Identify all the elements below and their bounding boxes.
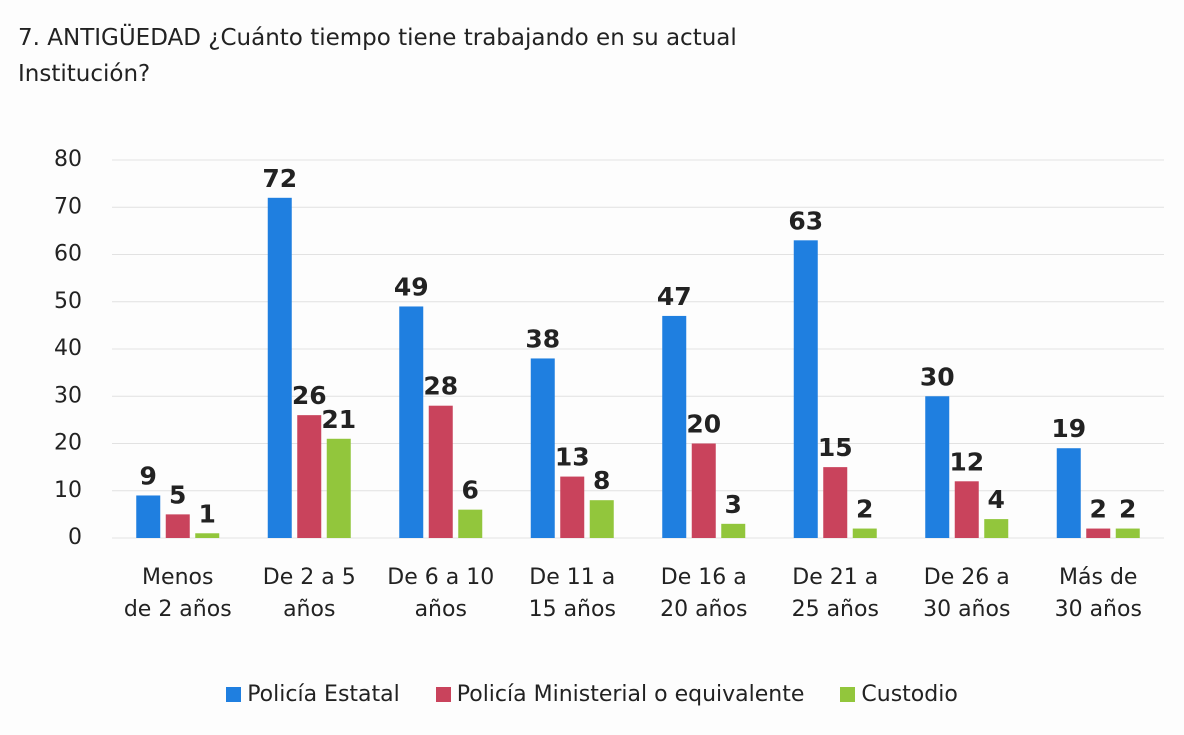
data-label: 47	[657, 282, 692, 311]
data-label: 49	[394, 272, 429, 301]
data-label: 13	[555, 443, 590, 472]
bar	[721, 523, 746, 538]
x-tick-label: De 11 a 15 años	[528, 565, 616, 622]
bar	[195, 533, 220, 538]
y-tick-label: 0	[68, 525, 82, 550]
data-label: 30	[920, 362, 955, 391]
legend-label: Policía Estatal	[247, 682, 400, 707]
bar	[925, 396, 950, 538]
bar	[1115, 528, 1140, 538]
y-tick-label: 30	[54, 383, 82, 408]
x-tick-label: Menos de 2 años	[123, 565, 232, 622]
data-label: 3	[725, 490, 742, 519]
legend-item: Policía Estatal	[226, 682, 400, 707]
legend-item: Custodio	[840, 682, 958, 707]
data-label: 72	[262, 164, 297, 193]
data-label: 28	[423, 372, 458, 401]
bar	[399, 306, 424, 538]
y-tick-label: 20	[54, 431, 82, 456]
data-label: 2	[1090, 495, 1107, 524]
legend-swatch	[840, 687, 856, 702]
bar	[458, 509, 483, 538]
bar	[852, 528, 877, 538]
bar	[326, 438, 351, 538]
bar	[662, 315, 687, 538]
bar	[136, 495, 161, 538]
bar	[1086, 528, 1111, 538]
y-tick-label: 50	[54, 289, 82, 314]
chart-title: 7. ANTIGÜEDAD ¿Cuánto tiempo tiene traba…	[18, 25, 737, 87]
data-label: 15	[818, 433, 853, 462]
data-label: 2	[1119, 495, 1136, 524]
data-label: 5	[169, 480, 186, 509]
data-label: 12	[949, 447, 984, 476]
bar	[428, 405, 453, 538]
bar	[984, 519, 1009, 538]
legend-label: Custodio	[861, 682, 958, 707]
legend-label: Policía Ministerial o equivalente	[456, 682, 805, 707]
data-label: 21	[321, 405, 356, 434]
y-tick-label: 70	[54, 194, 82, 219]
data-label: 4	[988, 485, 1005, 514]
data-label: 20	[686, 410, 721, 439]
data-label: 63	[788, 206, 823, 235]
data-label: 26	[292, 381, 327, 410]
y-tick-label: 10	[54, 478, 82, 503]
x-tick-label: Más de 30 años	[1054, 565, 1142, 622]
x-tick-label: De 26 a 30 años	[923, 565, 1011, 622]
data-label: 1	[199, 499, 216, 528]
legend-swatch	[226, 687, 242, 702]
y-tick-label: 80	[54, 147, 82, 172]
bar	[793, 240, 818, 538]
x-tick-label: De 6 a 10 años	[387, 565, 495, 622]
data-label: 2	[856, 495, 873, 524]
legend-swatch	[435, 687, 451, 702]
bar	[165, 514, 190, 538]
data-label: 9	[140, 461, 157, 490]
bar	[823, 467, 848, 538]
x-tick-label: De 21 a 25 años	[791, 565, 879, 622]
data-label: 38	[525, 324, 560, 353]
x-tick-label: De 16 a 20 años	[660, 565, 748, 622]
bar	[691, 443, 716, 538]
data-label: 6	[462, 476, 479, 505]
legend-item: Policía Ministerial o equivalente	[435, 682, 805, 707]
y-tick-label: 40	[54, 336, 82, 361]
bar	[1056, 448, 1081, 538]
bar	[589, 500, 614, 538]
bar	[560, 476, 585, 538]
bar	[954, 481, 979, 538]
bar	[530, 358, 555, 538]
data-label: 19	[1051, 414, 1086, 443]
x-tick-label: De 2 a 5 años	[262, 565, 356, 622]
legend: Policía Estatal Policía Ministerial o equ…	[0, 682, 1184, 707]
y-tick-label: 60	[54, 242, 82, 267]
data-label: 8	[593, 466, 610, 495]
bar	[267, 197, 292, 539]
bar	[297, 415, 322, 538]
